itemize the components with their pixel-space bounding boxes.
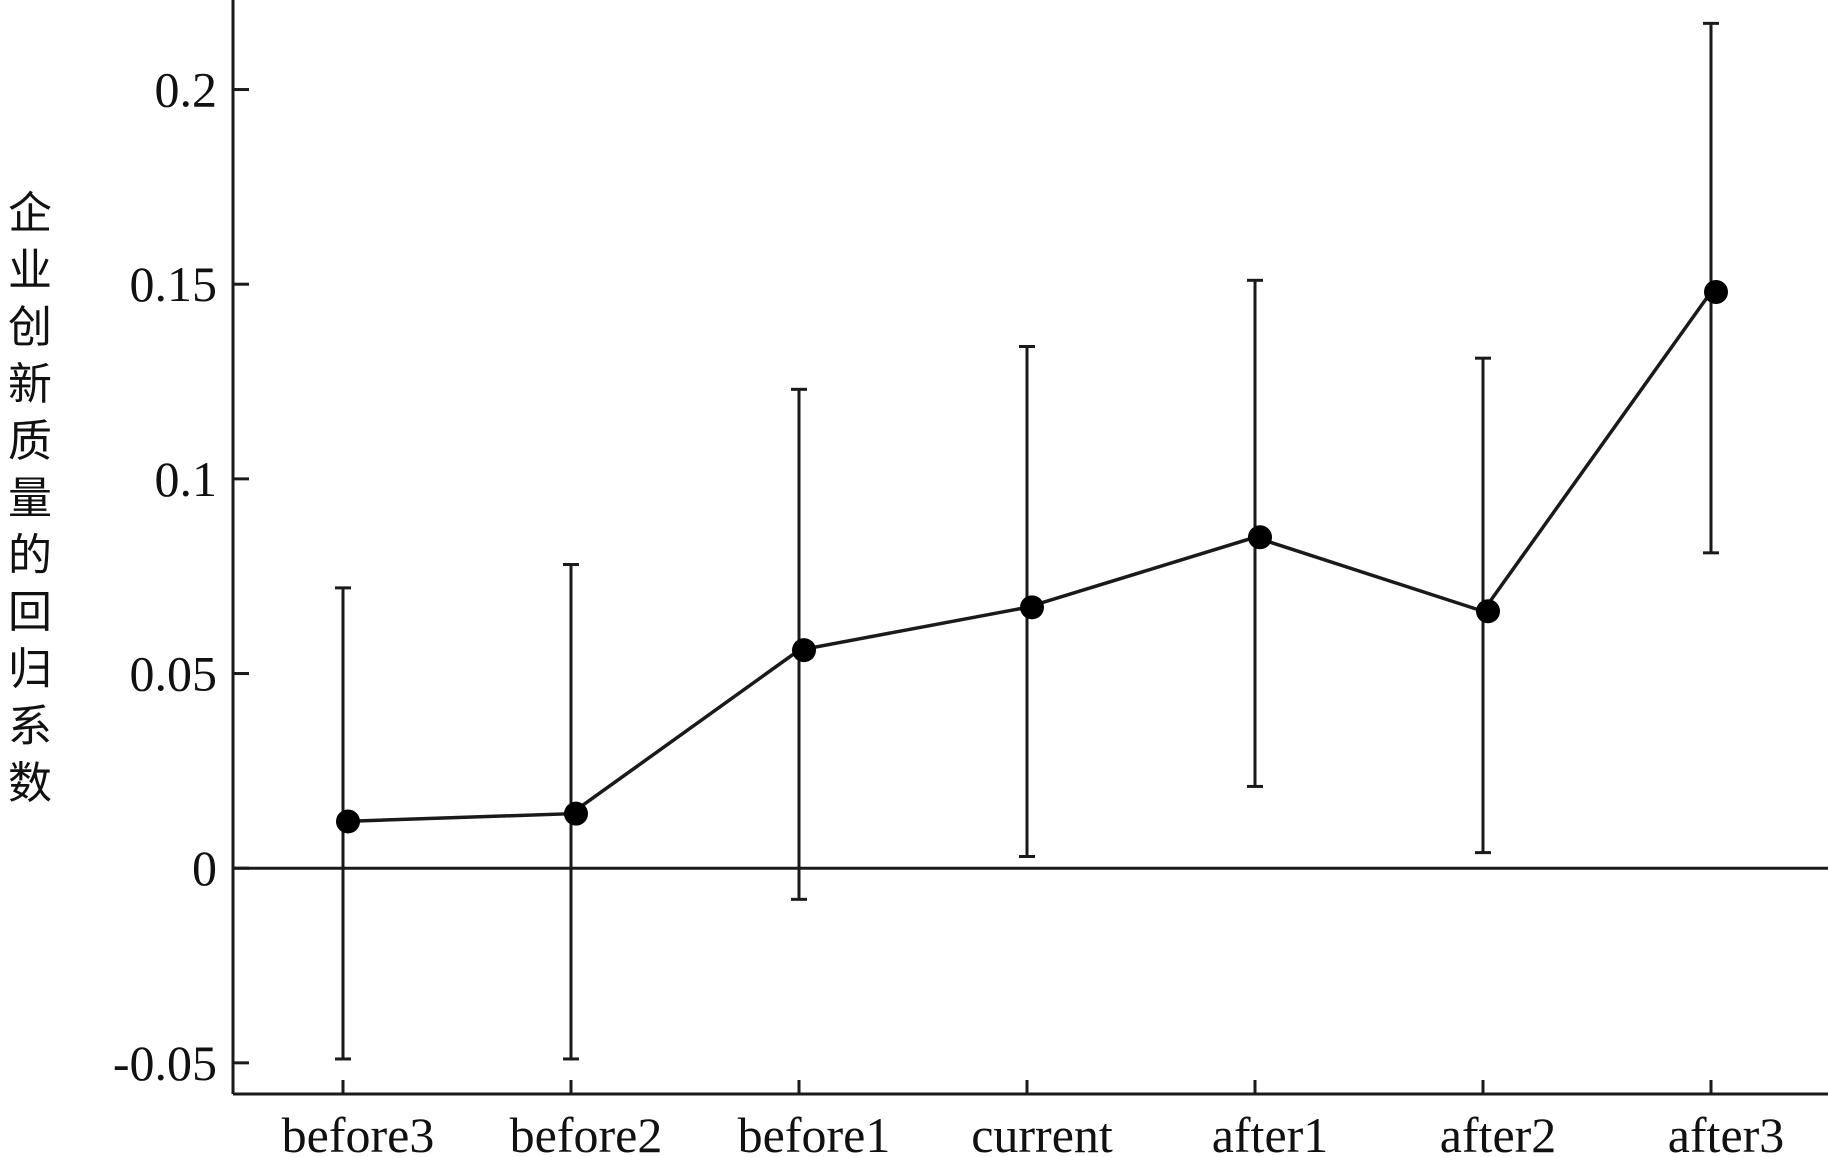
y-axis-label-char: 的: [8, 530, 52, 581]
y-axis-label-char: 质: [8, 416, 52, 467]
x-tick-label: current: [971, 1107, 1113, 1157]
x-tick-label: after2: [1440, 1107, 1557, 1157]
error-bars: [335, 21, 1719, 1061]
axes: [231, 0, 1828, 1096]
y-axis-label-char: 回: [8, 587, 52, 638]
x-tick-label: after1: [1212, 1107, 1329, 1157]
data-markers: [336, 279, 1728, 834]
data-point: [1476, 599, 1500, 624]
data-point: [1248, 525, 1272, 550]
data-point: [1020, 595, 1044, 620]
data-point: [792, 638, 816, 663]
x-tick-label: after3: [1668, 1107, 1785, 1157]
y-axis-label: 企业创新质量的回归系数: [0, 185, 60, 812]
y-axis-label-char: 业: [8, 245, 52, 296]
x-ticks: before3 before2 before1 current after1 after2…: [282, 1080, 1785, 1157]
y-axis-label-char: 企: [8, 188, 52, 239]
data-point: [1704, 279, 1728, 304]
y-axis-label-char: 创: [8, 302, 52, 353]
y-axis-label-char: 新: [8, 359, 52, 410]
y-axis-label-char: 量: [8, 473, 52, 524]
x-tick-label: before3: [282, 1107, 435, 1157]
y-axis-label-char: 归: [8, 644, 52, 695]
x-tick-label: before2: [510, 1107, 663, 1157]
y-tick-label: -0.05: [113, 1035, 217, 1091]
data-point: [336, 809, 360, 834]
y-tick-label: 0.1: [155, 451, 218, 507]
y-axis-label-char: 数: [8, 758, 52, 809]
y-axis-label-char: 系: [8, 701, 52, 752]
y-tick-label: 0.15: [130, 256, 218, 312]
y-tick-label: 0: [192, 840, 217, 896]
y-tick-label: 0.05: [130, 646, 218, 702]
y-ticks: -0.05 0 0.05 0.1 0.15 0.2: [113, 62, 249, 1091]
data-point: [564, 801, 588, 826]
y-tick-label: 0.2: [155, 62, 218, 118]
x-tick-label: before1: [738, 1107, 891, 1157]
